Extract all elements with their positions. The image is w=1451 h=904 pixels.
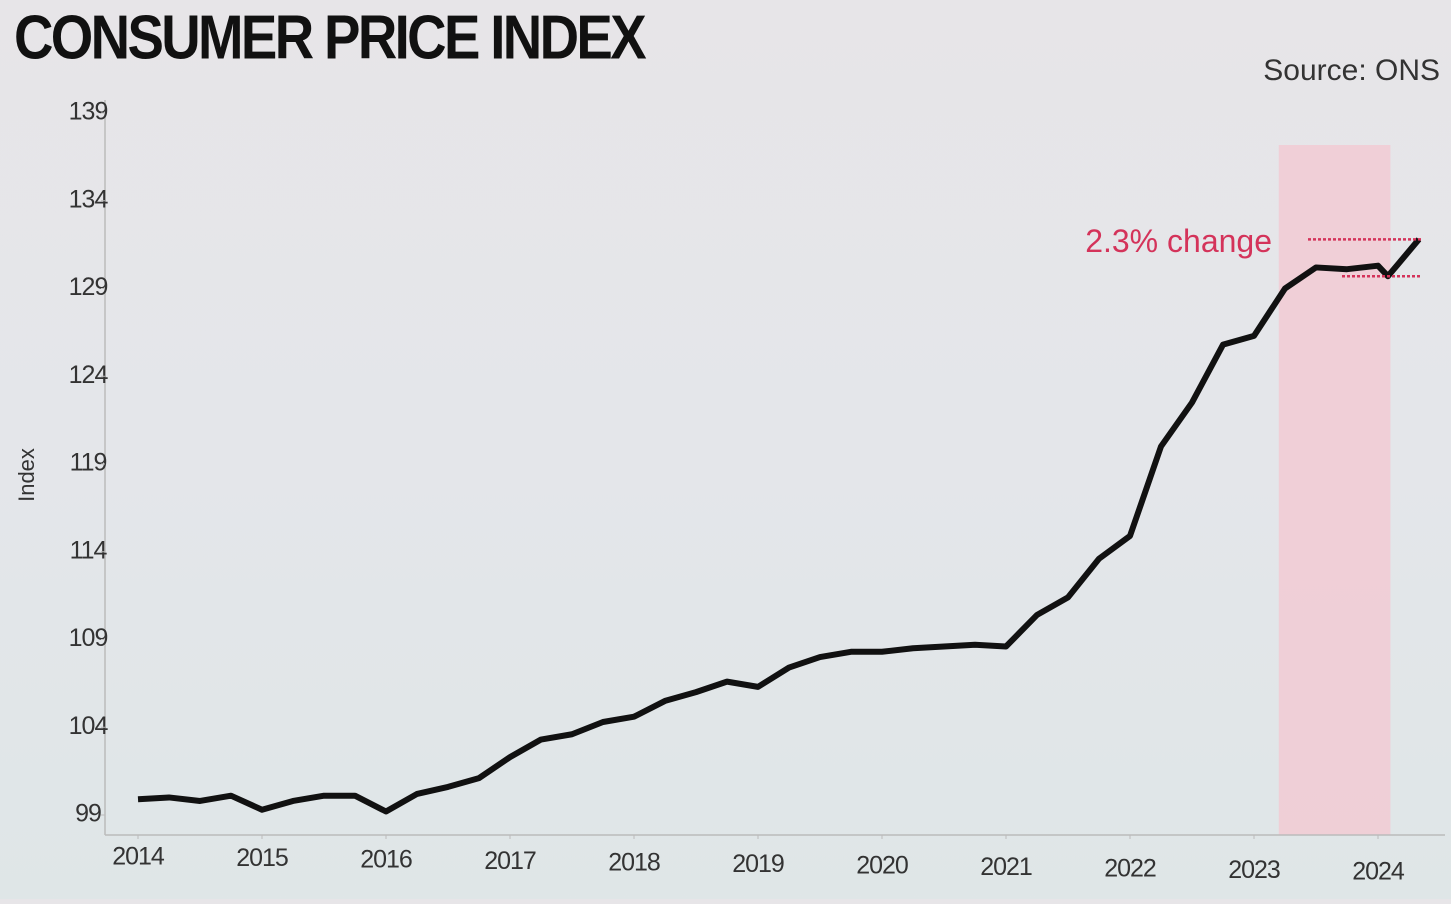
y-axis-label: Index: [14, 448, 39, 502]
x-tick-label: 2015: [236, 844, 288, 872]
x-tick-label: 2021: [980, 853, 1032, 881]
x-tick-label: 2018: [608, 849, 660, 877]
y-tick-label: 99: [75, 800, 101, 828]
y-tick-label: 109: [69, 624, 108, 652]
chart-title: CONSUMER PRICE INDEX: [14, 3, 646, 72]
y-tick-label: 139: [69, 98, 108, 126]
x-tick-label: 2023: [1228, 856, 1280, 884]
y-tick-label: 119: [70, 449, 107, 477]
x-tick-label: 2017: [484, 847, 536, 875]
highlight-band: [1278, 145, 1391, 835]
line-series: [137, 237, 1422, 815]
x-tick-label: 2020: [856, 852, 908, 880]
y-tick-label: 129: [69, 273, 108, 301]
y-tick-label: 124: [69, 361, 109, 389]
source: Source: ONS: [1263, 54, 1440, 87]
y-tick-label: 104: [69, 712, 109, 740]
x-tick-label: 2016: [360, 846, 412, 874]
x-tick-label: 2014: [112, 843, 165, 871]
x-tick-label: 2024: [1352, 858, 1405, 886]
y-tick-label: 134: [69, 185, 109, 213]
x-tick-label: 2022: [1104, 855, 1156, 883]
annotation-label: 2.3% change: [1085, 223, 1272, 259]
x-tick-label: 2019: [732, 850, 784, 878]
y-tick-label: 114: [70, 536, 108, 564]
